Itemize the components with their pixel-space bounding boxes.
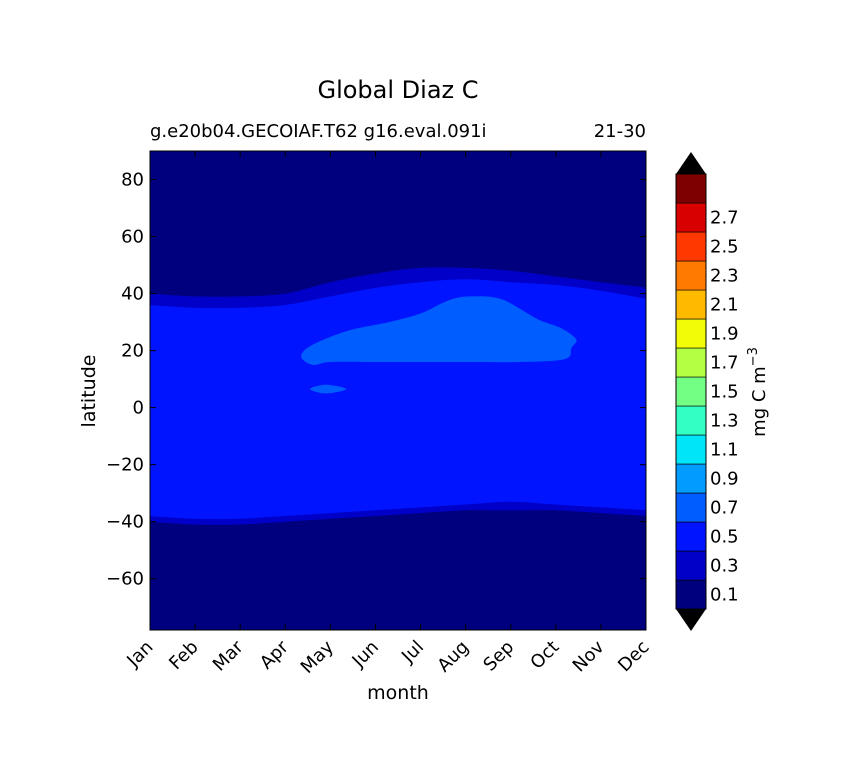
- colorbar-swatch: [675, 173, 707, 204]
- x-tick-label: Aug: [433, 637, 473, 677]
- x-tick-label: Sep: [479, 637, 518, 676]
- x-tick-label: Feb: [165, 637, 202, 674]
- colorbar: 0.1 0.3 0.5 0.7 0.9 1.1 1.3 1.5 1.7 1.9 2.1 2.3 2.5 2…: [675, 152, 770, 631]
- x-tick-label: Jun: [348, 637, 383, 672]
- contour-region-2: [301, 296, 577, 365]
- y-axis: 80 60 40 20 0 −20 −40 −60: [106, 170, 646, 590]
- colorbar-tick-label: 2.7: [710, 208, 739, 229]
- colorbar-swatch: [675, 347, 707, 378]
- colorbar-swatch: [675, 492, 707, 523]
- colorbar-tick-label: 0.7: [710, 498, 739, 519]
- chart-title: Global Diaz C: [317, 76, 479, 104]
- colorbar-frame: [675, 173, 707, 610]
- colorbar-tick-label: 1.1: [710, 440, 739, 461]
- contour-region-3: [310, 384, 347, 394]
- plot-frame: [149, 150, 647, 631]
- colorbar-swatch: [675, 405, 707, 436]
- colorbar-swatch: [675, 579, 707, 610]
- x-tick-label: Mar: [209, 636, 248, 675]
- y-tick-label: −40: [106, 512, 144, 533]
- colorbar-swatch: [675, 463, 707, 494]
- colorbar-tick-label: 2.1: [710, 295, 739, 316]
- colorbar-swatch: [675, 550, 707, 581]
- y-tick-label: 40: [121, 284, 144, 305]
- y-tick-label: 0: [133, 398, 144, 419]
- colorbar-tick-label: 0.3: [710, 556, 739, 577]
- x-tick-label: Jul: [397, 637, 428, 668]
- colorbar-tick-label: 1.7: [710, 353, 739, 374]
- y-tick-label: 80: [121, 170, 144, 191]
- plot-area: [150, 151, 646, 630]
- y-axis-label: latitude: [78, 355, 100, 428]
- colorbar-tick-label: 0.5: [710, 527, 739, 548]
- colorbar-swatch: [675, 231, 707, 262]
- colorbar-under-arrow: [676, 609, 706, 631]
- run-name-label: g.e20b04.GECOIAF.T62 g16.eval.091i: [150, 121, 487, 142]
- x-tick-label: Apr: [256, 636, 293, 673]
- colorbar-swatch: [675, 202, 707, 233]
- y-tick-label: 60: [121, 227, 144, 248]
- colorbar-swatch: [675, 260, 707, 291]
- colorbar-swatch: [675, 376, 707, 407]
- x-tick-label: Dec: [614, 637, 653, 676]
- x-axis-label: month: [367, 682, 429, 704]
- contour-region-1: [150, 279, 646, 520]
- y-tick-label: −60: [106, 569, 144, 590]
- colorbar-swatch: [675, 289, 707, 320]
- x-tick-label: May: [297, 636, 338, 677]
- colorbar-tick-label: 1.5: [710, 382, 739, 403]
- colorbar-tick-label: 0.1: [710, 585, 739, 606]
- year-range-label: 21-30: [593, 121, 646, 142]
- colorbar-tick-label: 2.5: [710, 237, 739, 258]
- y-tick-label: −20: [106, 455, 144, 476]
- colorbar-tick-label: 0.9: [710, 469, 739, 490]
- x-tick-label: Nov: [569, 636, 609, 676]
- x-tick-label: Oct: [526, 637, 563, 674]
- colorbar-tick-label: 2.3: [710, 266, 739, 287]
- colorbar-swatch: [675, 521, 707, 552]
- colorbar-over-arrow: [676, 152, 706, 174]
- colorbar-swatch: [675, 318, 707, 349]
- colorbar-label: mg C m−3: [746, 347, 770, 437]
- colorbar-swatch: [675, 434, 707, 465]
- colorbar-tick-label: 1.3: [710, 411, 739, 432]
- y-tick-label: 20: [121, 341, 144, 362]
- x-tick-label: Jan: [122, 637, 157, 672]
- colorbar-tick-label: 1.9: [710, 324, 739, 345]
